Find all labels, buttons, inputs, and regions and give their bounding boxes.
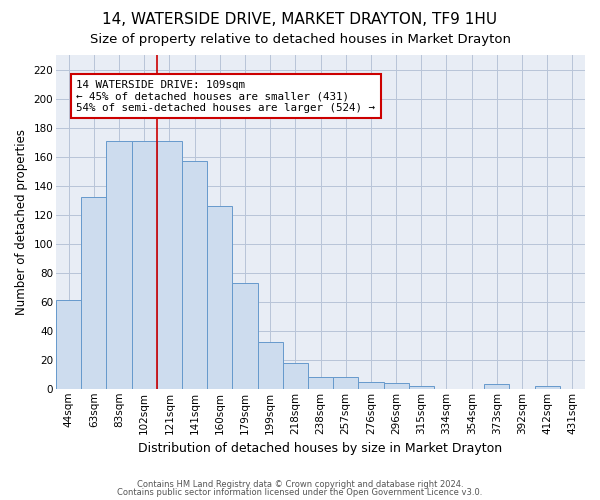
Bar (182, 161, 207, 389)
Bar (56, 300, 81, 389)
Bar (333, 377, 358, 389)
Text: Contains HM Land Registry data © Crown copyright and database right 2024.: Contains HM Land Registry data © Crown c… (137, 480, 463, 489)
Text: Contains public sector information licensed under the Open Government Licence v3: Contains public sector information licen… (118, 488, 482, 497)
Text: Size of property relative to detached houses in Market Drayton: Size of property relative to detached ho… (89, 32, 511, 46)
Bar (131, 140, 157, 389)
Bar (207, 206, 232, 389)
Bar (484, 384, 509, 389)
Bar (106, 140, 131, 389)
Bar (535, 386, 560, 389)
Bar (409, 386, 434, 389)
Bar (257, 342, 283, 389)
Bar (383, 383, 409, 389)
Bar (81, 197, 106, 389)
Y-axis label: Number of detached properties: Number of detached properties (15, 129, 28, 315)
Bar (232, 283, 257, 389)
Text: 14 WATERSIDE DRIVE: 109sqm
← 45% of detached houses are smaller (431)
54% of sem: 14 WATERSIDE DRIVE: 109sqm ← 45% of deta… (76, 80, 375, 113)
Bar (308, 377, 333, 389)
Bar (283, 362, 308, 389)
Bar (358, 382, 383, 389)
X-axis label: Distribution of detached houses by size in Market Drayton: Distribution of detached houses by size … (139, 442, 503, 455)
Text: 14, WATERSIDE DRIVE, MARKET DRAYTON, TF9 1HU: 14, WATERSIDE DRIVE, MARKET DRAYTON, TF9… (103, 12, 497, 28)
Bar (157, 140, 182, 389)
